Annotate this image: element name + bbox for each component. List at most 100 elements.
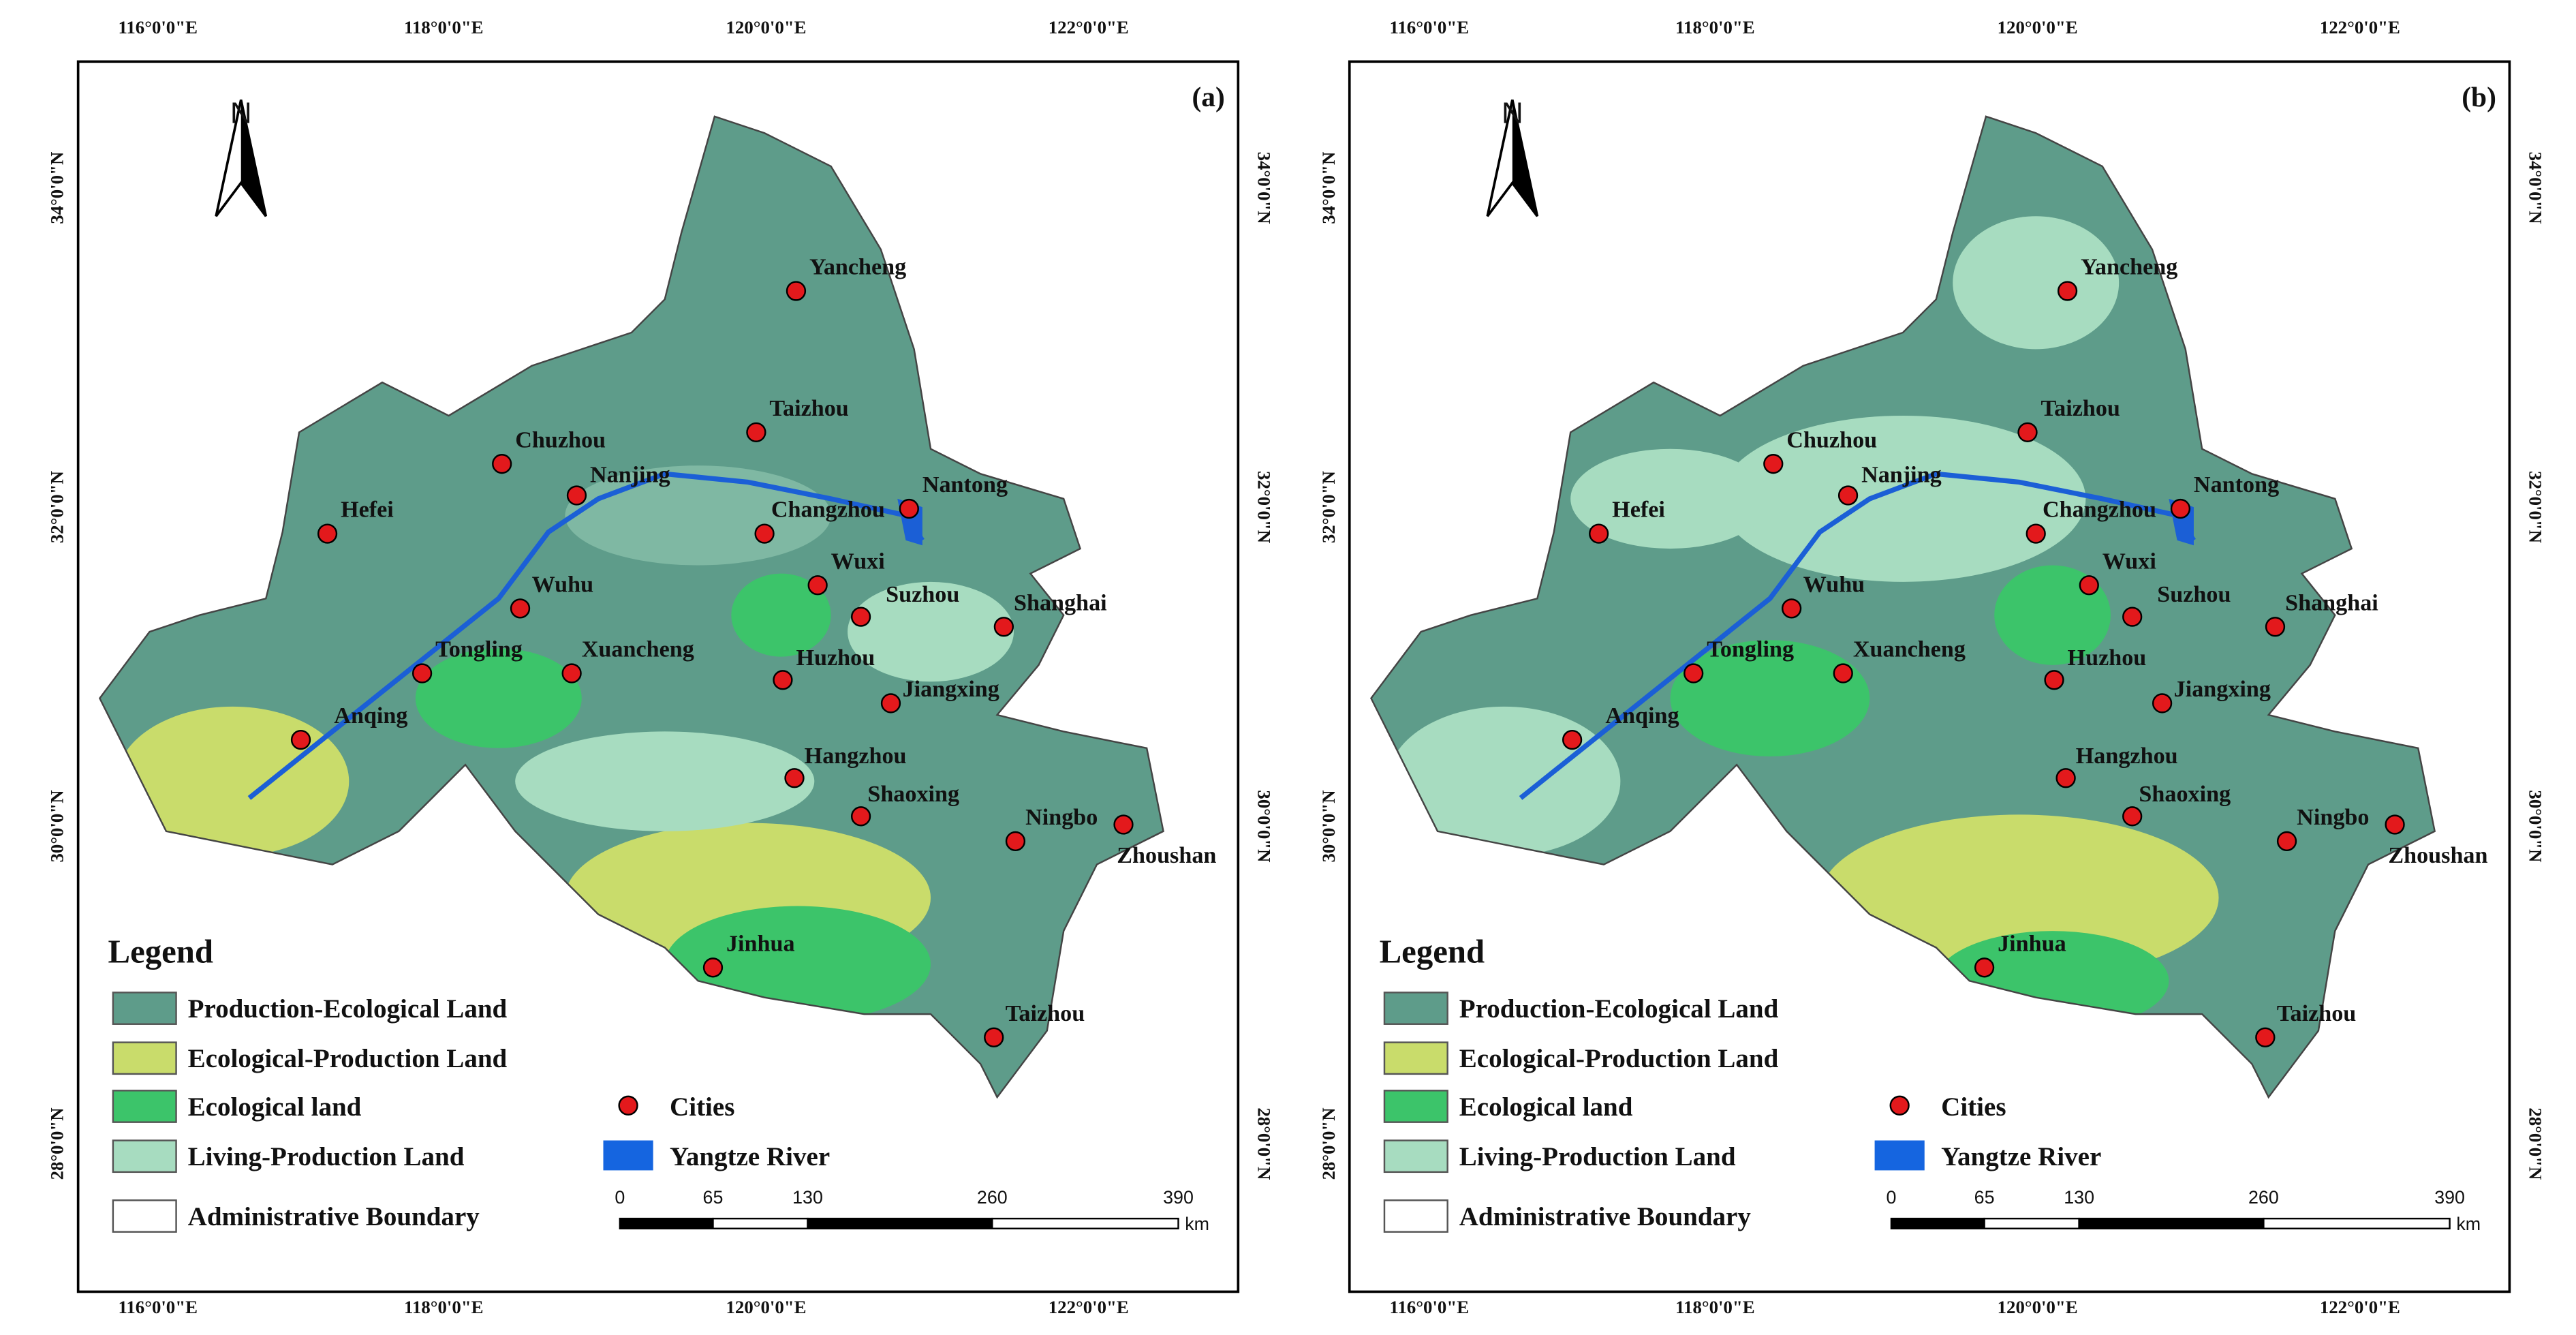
- city-label: Wuhu: [532, 572, 594, 598]
- city-label: Wuxi: [2102, 549, 2156, 574]
- city-marker: [993, 617, 1014, 637]
- latitude-label: 32°0'0"N: [2526, 471, 2546, 544]
- scale-tick-label: 390: [1163, 1187, 1194, 1208]
- legend-swatch: [112, 1041, 177, 1075]
- city-marker: [984, 1027, 1004, 1047]
- longitude-label: 116°0'0"E: [1390, 17, 1470, 37]
- scale-tick-label: 130: [792, 1187, 823, 1208]
- latitude-label: 32°0'0"N: [1318, 470, 1339, 543]
- city-label: Anqing: [1605, 703, 1679, 728]
- city-marker: [1113, 814, 1134, 835]
- city-label: Jiangxing: [2174, 677, 2271, 702]
- city-marker: [2152, 693, 2173, 713]
- city-label: Yancheng: [2081, 255, 2177, 280]
- latitude-label: 30°0'0"N: [1254, 790, 1275, 863]
- longitude-label: 122°0'0"E: [2320, 17, 2400, 37]
- legend-label: Production-Ecological Land: [1459, 994, 1779, 1024]
- land-use-map: [99, 117, 1163, 1097]
- scale-tick-label: 65: [1974, 1187, 1995, 1208]
- city-label: Wuhu: [1803, 572, 1865, 598]
- scale-tick-label: 0: [615, 1187, 625, 1208]
- latitude-label: 34°0'0"N: [47, 151, 67, 224]
- city-label: Taizhou: [2041, 396, 2120, 421]
- legend-swatch: [112, 1139, 177, 1173]
- city-label: Chuzhou: [1786, 427, 1877, 452]
- city-label: Zhoushan: [2388, 843, 2487, 868]
- city-label: Taizhou: [769, 396, 848, 421]
- city-label: Hangzhou: [805, 743, 907, 769]
- legend-label: Cities: [1941, 1092, 2006, 1122]
- city-label: Jiangxing: [903, 677, 999, 702]
- map-panel: N (a) 116°0'0"E 116°0'0"E 118°0'0"E 118°0'0"E…: [47, 17, 1275, 1317]
- scale-segment: [2078, 1217, 2265, 1230]
- latitude-label: 28°0'0"N: [2526, 1107, 2546, 1180]
- city-label: Wuxi: [831, 549, 885, 574]
- city-marker: [786, 281, 807, 301]
- legend-swatch: [618, 1095, 638, 1116]
- legend-swatch: [1889, 1095, 1910, 1116]
- city-label: Suzhou: [886, 582, 959, 607]
- longitude-label: 116°0'0"E: [1390, 1297, 1470, 1317]
- city-marker: [2057, 281, 2078, 301]
- city-marker: [2044, 670, 2064, 690]
- legend-title: Legend: [108, 933, 213, 970]
- city-marker: [850, 806, 871, 827]
- panel-label: (a): [1192, 81, 1224, 113]
- legend-swatch: [112, 1090, 177, 1123]
- city-marker: [510, 598, 531, 619]
- legend-label: Ecological-Production Land: [188, 1044, 508, 1073]
- city-label: Yancheng: [809, 255, 906, 280]
- city-marker: [1974, 957, 1995, 978]
- city-marker: [880, 693, 901, 713]
- city-label: Changzhou: [2043, 497, 2156, 523]
- city-marker: [2265, 617, 2286, 637]
- city-marker: [784, 768, 805, 788]
- scale-segment: [991, 1217, 1179, 1230]
- city-label: Chuzhou: [515, 427, 606, 452]
- scale-segment: [807, 1217, 993, 1230]
- legend-label: Ecological-Production Land: [1459, 1044, 1779, 1073]
- city-label: Ningbo: [1025, 805, 1098, 830]
- city-marker: [1837, 485, 1859, 506]
- city-label: Taizhou: [2277, 1001, 2356, 1026]
- city-marker: [2385, 814, 2405, 835]
- city-marker: [2276, 831, 2297, 852]
- panel-label: (b): [2462, 81, 2496, 113]
- city-marker: [899, 498, 919, 519]
- city-label: Hangzhou: [2076, 743, 2178, 769]
- city-marker: [2122, 607, 2143, 627]
- legend-label: Living-Production Land: [1459, 1142, 1736, 1171]
- city-marker: [2017, 422, 2038, 442]
- city-marker: [1562, 729, 1583, 750]
- scale-unit: km: [1185, 1214, 1209, 1234]
- city-marker: [317, 523, 338, 544]
- city-marker: [412, 663, 433, 684]
- longitude-label: 120°0'0"E: [726, 1297, 807, 1317]
- city-label: Taizhou: [1006, 1001, 1085, 1026]
- city-label: Xuancheng: [582, 637, 694, 662]
- city-label: Huzhou: [2068, 645, 2147, 671]
- scale-tick-label: 130: [2064, 1187, 2094, 1208]
- longitude-label: 122°0'0"E: [2320, 1297, 2400, 1317]
- legend-label: Administrative Boundary: [188, 1202, 480, 1231]
- map-frame: [1348, 60, 2511, 1293]
- city-label: Nanjing: [1861, 463, 1942, 488]
- latitude-label: 28°0'0"N: [47, 1107, 67, 1180]
- city-label: Shanghai: [2285, 590, 2378, 615]
- scale-segment: [619, 1217, 714, 1230]
- legend-label: Living-Production Land: [188, 1142, 465, 1171]
- latitude-label: 32°0'0"N: [1254, 471, 1275, 544]
- city-label: Shaoxing: [2139, 782, 2231, 807]
- scale-tick-label: 0: [1887, 1187, 1897, 1208]
- legend-label: Production-Ecological Land: [188, 994, 508, 1024]
- legend-swatch: [1383, 992, 1448, 1025]
- city-label: Huzhou: [796, 645, 875, 671]
- longitude-label: 118°0'0"E: [1675, 17, 1755, 37]
- legend-label: Ecological land: [1459, 1092, 1633, 1122]
- city-label: Changzhou: [771, 497, 885, 523]
- city-marker: [492, 454, 512, 474]
- longitude-label: 120°0'0"E: [726, 17, 807, 37]
- city-marker: [1589, 523, 1609, 544]
- city-label: Shanghai: [1014, 590, 1107, 615]
- city-marker: [850, 607, 871, 627]
